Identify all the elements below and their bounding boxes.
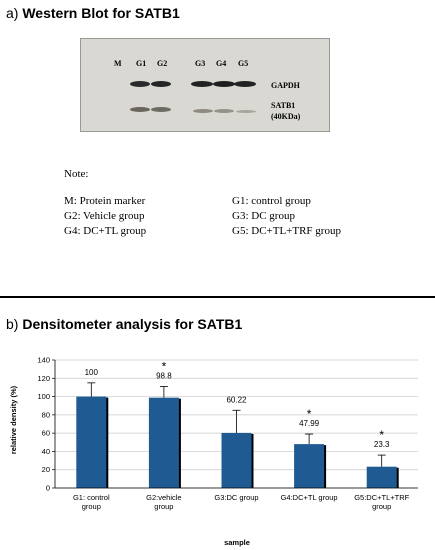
satb1-band-g4 xyxy=(214,109,234,113)
gapdh-band-g3 xyxy=(191,81,213,87)
data-label: 47.99 xyxy=(299,419,320,428)
data-label: 98.8 xyxy=(156,372,172,381)
section-b-prefix: b) xyxy=(6,316,23,332)
note-item-g1: G1: control group xyxy=(232,195,311,207)
bar xyxy=(294,444,325,488)
section-a-title: a) Western Blot for SATB1 xyxy=(6,5,180,21)
category-label: G5:DC+TL+TRF xyxy=(354,493,409,502)
satb1-band-g1 xyxy=(130,107,150,112)
gapdh-band-g4 xyxy=(213,81,235,87)
bar xyxy=(221,432,252,488)
chart-bars xyxy=(76,382,399,488)
gapdh-band-g5 xyxy=(234,81,256,87)
y-tick-label: 60 xyxy=(42,429,50,438)
lane-label-g5: G5 xyxy=(238,59,249,68)
note-item-g4: G4: DC+TL group xyxy=(64,225,147,237)
category-label: group xyxy=(82,502,101,511)
category-label: G2:vehicle xyxy=(146,493,181,502)
category-label: group xyxy=(372,502,391,511)
lane-label-g1: G1 xyxy=(136,59,147,68)
x-axis-label: sample xyxy=(224,538,250,547)
section-divider xyxy=(0,296,435,298)
section-b-title: b) Densitometer analysis for SATB1 xyxy=(6,316,242,332)
y-axis-label: relative density (%) xyxy=(9,385,18,454)
lane-label-m: M xyxy=(114,59,122,68)
y-tick-label: 80 xyxy=(42,410,50,419)
satb1-band-g5 xyxy=(236,110,256,113)
category-label: G1: control xyxy=(73,493,110,502)
category-label: G4:DC+TL group xyxy=(281,493,338,502)
significance-marker: * xyxy=(379,428,384,442)
y-tick-label: 0 xyxy=(46,484,50,493)
lane-label-g4: G4 xyxy=(216,59,227,68)
y-tick-label: 120 xyxy=(37,374,50,383)
note-item-marker: M: Protein marker xyxy=(64,195,146,207)
section-a-heading: Western Blot for SATB1 xyxy=(22,5,180,21)
category-label: G3:DC group xyxy=(214,493,258,502)
significance-marker: * xyxy=(307,407,312,421)
note-title: Note: xyxy=(64,168,89,180)
category-label: group xyxy=(154,502,173,511)
bar xyxy=(366,466,397,488)
note-item-g3: G3: DC group xyxy=(232,210,295,222)
lane-label-g3: G3 xyxy=(195,59,206,68)
satb1-size-label: (40KDa) xyxy=(271,112,301,121)
y-tick-label: 100 xyxy=(37,392,50,401)
gapdh-band-g1 xyxy=(130,81,150,87)
y-tick-label: 140 xyxy=(37,356,50,365)
satb1-label: SATB1 xyxy=(271,101,296,110)
note-item-g5: G5: DC+TL+TRF group xyxy=(232,225,341,237)
gapdh-label: GAPDH xyxy=(271,81,300,90)
satb1-band-g2 xyxy=(151,107,171,112)
data-label: 60.22 xyxy=(226,395,247,404)
satb1-band-g3 xyxy=(193,109,213,113)
chart-axes xyxy=(52,359,418,489)
section-a-prefix: a) xyxy=(6,5,23,21)
lane-label-g2: G2 xyxy=(157,59,168,68)
bar xyxy=(148,397,179,488)
y-tick-label: 20 xyxy=(42,465,50,474)
significance-marker: * xyxy=(162,360,167,374)
section-b-heading: Densitometer analysis for SATB1 xyxy=(22,316,243,332)
y-tick-label: 40 xyxy=(42,447,50,456)
gapdh-band-g2 xyxy=(151,81,171,87)
data-label: 23.3 xyxy=(374,440,390,449)
note-item-g2: G2: Vehicle group xyxy=(64,210,145,222)
western-blot-image: M G1 G2 G3 G4 G5 GAPDH SATB1 (40KDa) xyxy=(80,38,330,132)
bar xyxy=(76,396,107,488)
data-label: 100 xyxy=(85,368,99,377)
